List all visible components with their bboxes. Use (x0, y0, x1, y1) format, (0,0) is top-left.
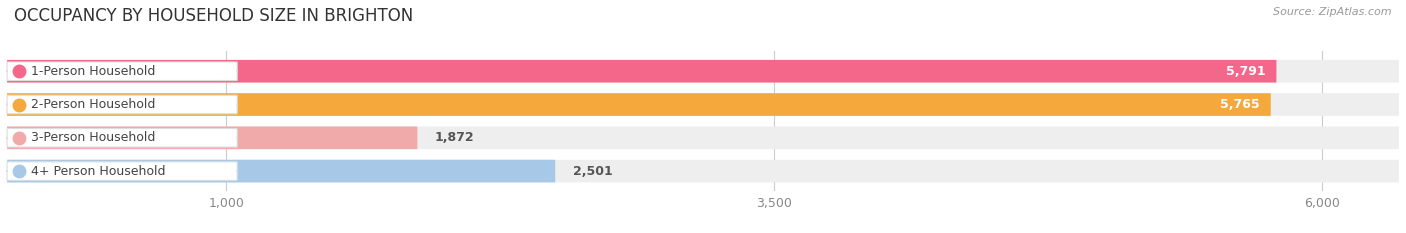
Text: OCCUPANCY BY HOUSEHOLD SIZE IN BRIGHTON: OCCUPANCY BY HOUSEHOLD SIZE IN BRIGHTON (14, 7, 413, 25)
FancyBboxPatch shape (7, 60, 1399, 82)
FancyBboxPatch shape (7, 129, 238, 147)
Text: 1-Person Household: 1-Person Household (31, 65, 156, 78)
FancyBboxPatch shape (7, 95, 238, 114)
Text: 4+ Person Household: 4+ Person Household (31, 164, 166, 178)
FancyBboxPatch shape (7, 127, 1399, 149)
Text: 2,501: 2,501 (572, 164, 613, 178)
Text: Source: ZipAtlas.com: Source: ZipAtlas.com (1274, 7, 1392, 17)
FancyBboxPatch shape (7, 127, 418, 149)
FancyBboxPatch shape (7, 93, 1399, 116)
FancyBboxPatch shape (7, 162, 238, 180)
Text: 5,791: 5,791 (1226, 65, 1265, 78)
FancyBboxPatch shape (7, 93, 1271, 116)
FancyBboxPatch shape (7, 160, 1399, 182)
FancyBboxPatch shape (7, 60, 1277, 82)
FancyBboxPatch shape (7, 62, 238, 81)
Text: 5,765: 5,765 (1220, 98, 1260, 111)
Text: 1,872: 1,872 (434, 131, 475, 144)
Text: 3-Person Household: 3-Person Household (31, 131, 156, 144)
Text: 2-Person Household: 2-Person Household (31, 98, 156, 111)
FancyBboxPatch shape (7, 160, 555, 182)
